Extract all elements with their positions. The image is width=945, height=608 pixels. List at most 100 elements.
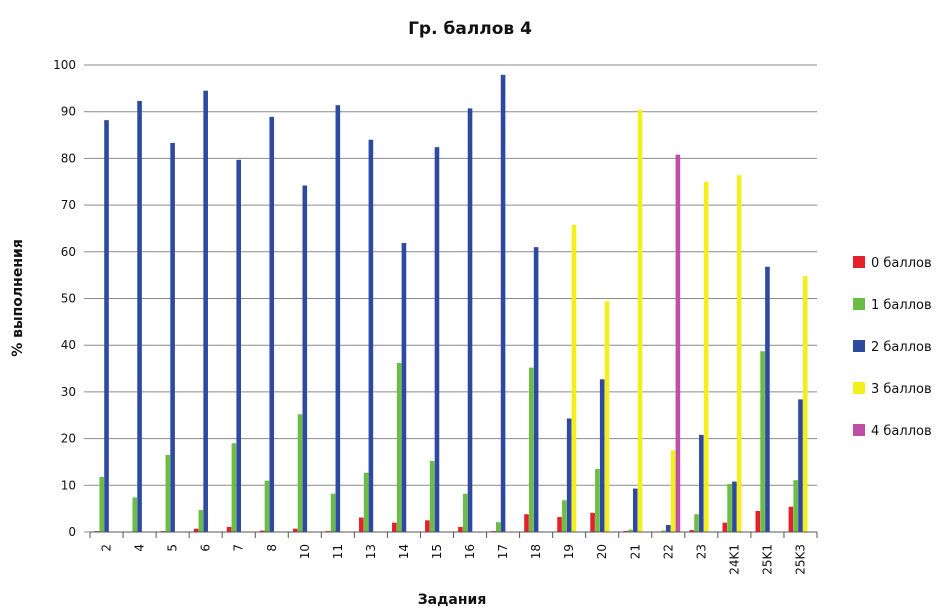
bar	[595, 468, 600, 532]
bar	[203, 90, 208, 532]
y-tick-label: 60	[61, 245, 76, 259]
bar	[788, 506, 794, 532]
legend-swatch	[853, 382, 865, 394]
bar	[699, 434, 704, 532]
bar	[533, 247, 539, 532]
bar	[637, 109, 643, 532]
legend-label: 2 баллов	[871, 340, 932, 355]
bar	[632, 488, 638, 532]
y-tick-label: 50	[61, 292, 76, 306]
legend-label: 3 баллов	[871, 382, 932, 397]
bar	[628, 529, 633, 532]
x-tick-label: 4	[133, 544, 147, 552]
bar	[165, 454, 171, 532]
bar	[132, 497, 138, 532]
bar	[198, 510, 204, 532]
bar	[170, 142, 175, 533]
y-tick-label: 30	[61, 385, 76, 399]
legend-swatch	[853, 340, 865, 352]
bar	[269, 116, 275, 532]
bar	[99, 476, 105, 532]
x-axis-title: Задания	[418, 592, 487, 608]
bar	[727, 483, 732, 532]
x-tick-label: 8	[265, 544, 279, 552]
bar	[137, 100, 142, 533]
x-tick-label: 24K1	[727, 544, 741, 575]
x-tick-label: 5	[166, 544, 180, 552]
grid-lines	[90, 64, 817, 533]
y-tick-label: 70	[61, 198, 76, 212]
bar	[401, 242, 407, 532]
bar	[765, 266, 770, 532]
x-tick-label: 7	[232, 544, 246, 552]
bar	[689, 530, 695, 532]
bar	[670, 450, 676, 532]
x-tick-label: 17	[496, 544, 510, 559]
x-tick-label: 11	[331, 544, 345, 559]
bar	[358, 517, 364, 532]
legend-label: 1 баллов	[871, 298, 932, 313]
x-tick-label: 23	[694, 544, 708, 559]
bar	[675, 154, 681, 532]
bar	[392, 522, 397, 532]
legend-swatch	[853, 298, 865, 310]
bar	[368, 139, 374, 532]
bar	[363, 472, 369, 532]
bar	[292, 528, 298, 532]
y-tick-label: 20	[61, 432, 76, 446]
bar	[736, 175, 742, 532]
bar	[793, 480, 798, 532]
bar	[571, 224, 577, 532]
x-tick-label: 21	[628, 544, 642, 559]
bar	[226, 526, 232, 532]
bar	[462, 493, 468, 532]
bar	[259, 530, 265, 532]
bar	[458, 526, 463, 532]
x-tick-label: 10	[298, 544, 312, 559]
y-tick-label: 90	[61, 105, 76, 119]
bar	[500, 74, 506, 532]
x-tick-label: 25K3	[793, 544, 807, 575]
x-tick-label: 13	[364, 544, 378, 559]
bar	[599, 379, 605, 532]
x-axis	[89, 531, 818, 538]
legend-swatch	[853, 424, 865, 436]
bar	[231, 443, 237, 532]
legend-label: 0 баллов	[871, 256, 932, 271]
x-tick-label: 18	[529, 544, 543, 559]
bar	[703, 181, 709, 532]
y-axis-title: % выполнения	[10, 239, 26, 357]
bar	[557, 517, 562, 532]
x-tick-label: 6	[199, 544, 213, 552]
legend: 0 баллов 1 баллов 2 баллов 3 баллов 4 баллов	[853, 256, 932, 439]
bar	[755, 510, 761, 532]
x-tick-label: 2	[100, 544, 114, 552]
x-tick-label: 19	[562, 544, 576, 559]
bar	[330, 493, 336, 532]
bar	[802, 276, 808, 532]
y-tick-label: 0	[68, 525, 76, 539]
y-axis-ticks: 0 10 20 30 40 50 60 70 80 90 100	[53, 58, 90, 539]
bar	[495, 522, 501, 532]
bar	[236, 159, 241, 533]
bar	[732, 481, 737, 532]
bar	[264, 480, 270, 532]
bar	[722, 522, 728, 532]
bar	[302, 185, 308, 533]
legend-swatch	[853, 256, 865, 268]
bar	[335, 105, 341, 532]
bar	[566, 418, 572, 532]
x-axis-ticks: 2 4 5 6 7 8 10 11 13 14 15 16 17 18 19 20 21 22 23 24K1 25K1…	[100, 544, 808, 575]
bar	[429, 461, 435, 532]
x-tick-label: 25K1	[760, 544, 774, 575]
bar	[467, 108, 473, 533]
bar	[760, 351, 765, 532]
y-tick-label: 100	[53, 58, 76, 72]
x-tick-label: 22	[661, 544, 675, 559]
x-tick-label: 16	[463, 544, 477, 559]
bar	[425, 520, 430, 532]
x-tick-label: 14	[397, 544, 411, 559]
y-tick-label: 80	[61, 151, 76, 165]
bar	[694, 514, 699, 532]
